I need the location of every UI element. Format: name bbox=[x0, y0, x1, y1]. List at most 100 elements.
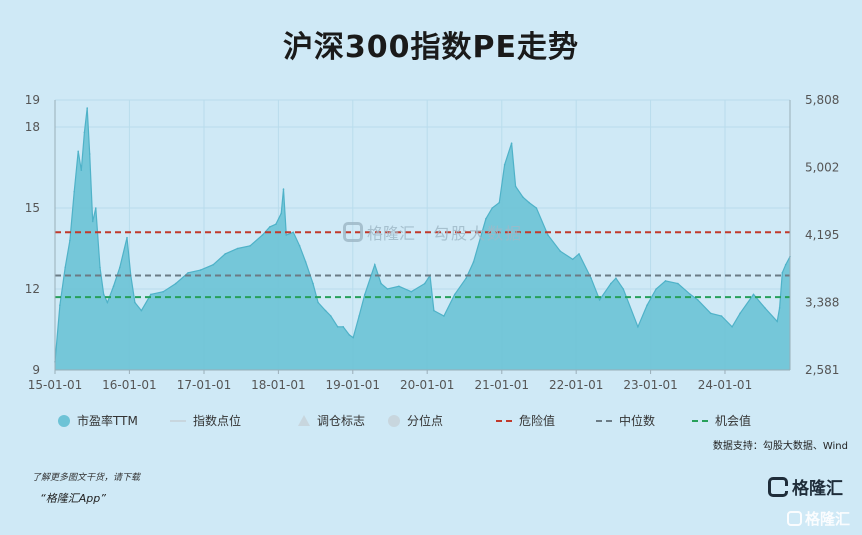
pe-area-layer bbox=[54, 107, 791, 370]
pe-point bbox=[330, 315, 332, 317]
pe-point bbox=[280, 212, 283, 215]
legend-item[interactable]: 调仓标志 bbox=[298, 412, 365, 429]
pe-point bbox=[112, 285, 115, 288]
footer-line1: 了解更多图文干货，请下载 bbox=[32, 473, 141, 483]
legend-label: 分位点 bbox=[407, 414, 444, 428]
pe-point bbox=[83, 131, 86, 134]
pe-point bbox=[547, 234, 549, 236]
pe-point bbox=[212, 263, 214, 266]
legend-label: 中位数 bbox=[619, 414, 656, 428]
y-left-tick-label: 12 bbox=[25, 282, 40, 296]
pe-point bbox=[59, 304, 61, 307]
x-tick-label: 19-01-01 bbox=[326, 378, 380, 392]
pe-point bbox=[522, 196, 524, 198]
pe-point bbox=[784, 263, 787, 266]
legend-line-icon bbox=[170, 419, 186, 422]
pe-point bbox=[174, 282, 177, 285]
pe-point bbox=[236, 247, 239, 250]
pe-point bbox=[140, 309, 143, 312]
pe-point bbox=[386, 288, 389, 290]
legend-item[interactable]: 指数点位 bbox=[170, 412, 241, 429]
pe-point bbox=[64, 266, 66, 269]
x-tick-label: 23-01-01 bbox=[623, 378, 677, 392]
pe-point bbox=[352, 336, 355, 339]
legend-item[interactable]: 市盈率TTM bbox=[58, 412, 138, 429]
legend: 市盈率TTM 指数点位 调仓标志 分位点 危险值 中位数 机会值 bbox=[58, 412, 818, 432]
data-source: 数据支持：勾股大数据、Wind bbox=[712, 441, 848, 452]
pe-point bbox=[317, 301, 319, 304]
legend-dash-icon bbox=[692, 419, 708, 422]
x-tick-label: 15-01-01 bbox=[28, 378, 82, 392]
pe-point bbox=[514, 185, 517, 188]
corner-brand: 格隆汇 bbox=[805, 510, 851, 528]
pe-point bbox=[646, 304, 648, 307]
pe-point bbox=[398, 285, 400, 288]
pe-point bbox=[535, 207, 538, 209]
legend-item[interactable]: 危险值 bbox=[496, 412, 555, 429]
legend-label: 调仓标志 bbox=[317, 414, 366, 428]
pe-point bbox=[312, 282, 314, 285]
pe-point bbox=[778, 307, 781, 309]
pe-point bbox=[571, 258, 574, 261]
legend-dash-icon bbox=[496, 419, 512, 422]
x-tick-label: 21-01-01 bbox=[475, 378, 529, 392]
pe-point bbox=[86, 107, 88, 109]
pe-point bbox=[615, 277, 617, 280]
pe-point bbox=[380, 282, 382, 285]
pe-point bbox=[677, 282, 679, 285]
legend-label: 市盈率TTM bbox=[77, 414, 138, 428]
pe-point bbox=[80, 169, 83, 171]
legend-item[interactable]: 机会值 bbox=[692, 412, 751, 429]
pe-point bbox=[298, 245, 301, 247]
legend-dash-icon bbox=[596, 419, 612, 422]
pe-point bbox=[162, 290, 164, 293]
pe-point bbox=[69, 239, 71, 242]
x-tick-label: 22-01-01 bbox=[549, 378, 603, 392]
pe-point bbox=[776, 320, 778, 323]
pe-point bbox=[95, 207, 97, 209]
pe-point bbox=[410, 290, 413, 293]
pe-point bbox=[269, 226, 271, 228]
pe-point bbox=[637, 326, 639, 328]
pe-point bbox=[433, 309, 435, 312]
corner-mark-icon bbox=[787, 511, 802, 526]
pe-point bbox=[781, 272, 784, 274]
footer-line2: “格隆汇App” bbox=[40, 492, 106, 505]
y-right-tick-label: 4,195 bbox=[805, 228, 839, 242]
legend-circle-icon bbox=[58, 414, 70, 427]
x-tick-label: 16-01-01 bbox=[102, 378, 156, 392]
pe-point bbox=[696, 299, 699, 301]
pe-point bbox=[528, 201, 530, 204]
pe-point bbox=[472, 261, 475, 263]
pe-point bbox=[764, 307, 766, 309]
axes: 15-01-01 16-01-01 17-01-01 18-01-01 19-01-01… bbox=[25, 93, 840, 392]
pe-point bbox=[485, 218, 487, 220]
pe-point bbox=[150, 293, 152, 296]
y-right-tick-label: 2,581 bbox=[805, 363, 839, 377]
legend-label: 危险值 bbox=[519, 414, 556, 428]
pe-point bbox=[709, 312, 712, 315]
reference-lines bbox=[55, 231, 790, 299]
pe-point bbox=[498, 201, 501, 204]
pe-point bbox=[752, 293, 755, 296]
x-tick-label: 18-01-01 bbox=[251, 378, 305, 392]
pe-point bbox=[348, 334, 351, 336]
legend-label: 机会值 bbox=[715, 414, 752, 428]
pe-point bbox=[119, 266, 121, 269]
pe-point bbox=[491, 207, 494, 209]
pe-point bbox=[199, 269, 202, 271]
legend-item[interactable]: 分位点 bbox=[388, 412, 443, 429]
brand-mark-icon bbox=[768, 476, 788, 497]
pe-point bbox=[275, 223, 277, 225]
pe-point bbox=[134, 301, 136, 304]
legend-item[interactable]: 中位数 bbox=[596, 412, 655, 429]
pe-point bbox=[739, 312, 741, 315]
pe-point bbox=[655, 288, 657, 290]
pe-point bbox=[503, 164, 506, 166]
pe-point bbox=[374, 263, 376, 266]
watermark-logo-icon bbox=[343, 222, 363, 242]
pe-point bbox=[73, 191, 75, 193]
pe-point bbox=[590, 277, 592, 280]
pe-point bbox=[443, 315, 445, 317]
pe-point bbox=[610, 282, 612, 285]
